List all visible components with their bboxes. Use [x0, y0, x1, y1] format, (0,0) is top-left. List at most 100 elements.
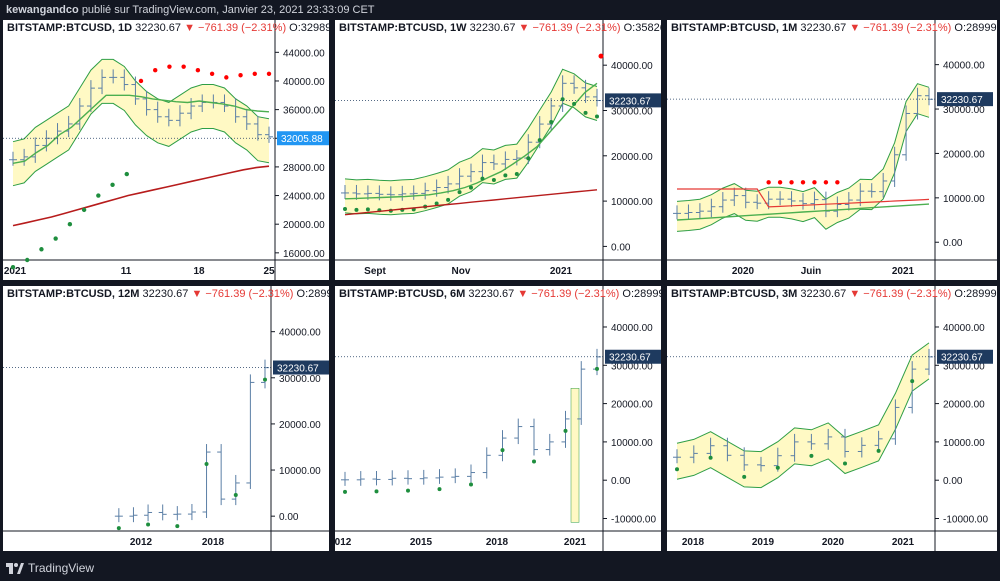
parabolic-sar-dot: [598, 53, 604, 59]
parabolic-sar-dot: [823, 180, 829, 185]
moving-average-line: [344, 82, 598, 200]
price-tag-label: 32230.67: [609, 353, 651, 364]
price-tag: [937, 349, 993, 364]
long-ma-line: [344, 189, 598, 216]
publish-header: kewangandco publié sur TradingView.com, …: [0, 0, 1000, 20]
y-tick-label: 30000.00: [943, 105, 985, 116]
y-tick-label: 10000.00: [611, 438, 653, 449]
y-tick-label: 0.00: [279, 512, 299, 523]
chart-panel-6m[interactable]: 40000.00 30000.00 20000.00 10000.00 0.00 -100…: [335, 286, 661, 551]
tradingview-brand[interactable]: TradingView: [28, 561, 95, 575]
parabolic-sar-dot: [514, 172, 519, 177]
y-tick-label: 20000.00: [283, 220, 325, 231]
band-fill: [570, 388, 580, 523]
price-tag-label: 32005.88: [281, 134, 323, 145]
x-tick-label: 2020: [822, 537, 845, 548]
chart-panel-12m[interactable]: 40000.00 30000.00 20000.00 10000.00 0.00 2012…: [3, 286, 329, 551]
parabolic-sar-dot: [67, 221, 73, 227]
parabolic-sar-dot: [25, 257, 30, 263]
x-tick-label: 2018: [486, 537, 509, 548]
parabolic-sar-dot: [563, 428, 568, 433]
y-tick-label: 24000.00: [283, 192, 325, 203]
parabolic-sar-dot: [457, 190, 462, 195]
y-tick-label: 36000.00: [283, 106, 325, 117]
x-tick-label: 2018: [682, 537, 705, 548]
y-tick-label: 10000.00: [943, 438, 985, 449]
parabolic-sar-dot: [775, 465, 780, 470]
y-tick-label: 10000.00: [279, 466, 321, 477]
parabolic-sar-dot: [266, 71, 272, 77]
parabolic-sar-dot: [526, 156, 531, 161]
parabolic-sar-dot: [175, 524, 180, 529]
y-tick-label: 10000.00: [943, 194, 985, 205]
lower-band-line: [676, 378, 930, 489]
x-tick-label: 25: [263, 266, 275, 277]
y-tick-label: 0.00: [611, 476, 631, 487]
price-tag-label: 32230.67: [941, 353, 983, 364]
price-tag: [277, 131, 329, 146]
chart-panel-3m[interactable]: 40000.00 30000.00 20000.00 10000.00 0.00 -100…: [667, 286, 997, 551]
price-tag-label: 32230.67: [941, 95, 983, 106]
x-tick-label: Nov: [452, 266, 471, 277]
price-tag-label: 32230.67: [277, 364, 319, 375]
x-tick-label: 11: [121, 266, 132, 277]
parabolic-sar-dot: [549, 119, 554, 124]
parabolic-sar-dot: [10, 264, 16, 270]
y-tick-label: 20000.00: [611, 152, 653, 163]
parabolic-sar-dot: [789, 180, 794, 185]
y-tick-label: 40000.00: [943, 323, 985, 334]
x-tick-label: 2015: [410, 537, 433, 548]
x-tick-label: Sept: [364, 266, 386, 277]
chart-panel-1d[interactable]: 44000.0040000.0036000.0032000.0028000.00…: [3, 20, 329, 280]
parabolic-sar-dot: [53, 236, 58, 241]
x-tick-label: 2021: [892, 266, 915, 277]
lower-band-line: [344, 102, 598, 216]
parabolic-sar-dot: [583, 110, 588, 115]
parabolic-sar-dot: [374, 489, 379, 494]
footer-bar: TradingView: [0, 555, 1000, 581]
x-tick-label: Juin: [801, 266, 822, 277]
price-tag: [273, 360, 329, 375]
y-tick-label: 30000.00: [611, 361, 653, 372]
parabolic-sar-dot: [480, 176, 485, 181]
parabolic-sar-dot: [835, 180, 840, 185]
y-tick-label: 20000.00: [279, 420, 321, 431]
author-name[interactable]: kewangandco: [6, 4, 79, 16]
y-tick-label: 0.00: [611, 242, 631, 253]
parabolic-sar-dot: [96, 193, 101, 198]
chart-panel-1m[interactable]: 40000.00 30000.00 20000.00 10000.00 0.00 2020…: [667, 20, 997, 280]
parabolic-sar-dot: [469, 482, 473, 487]
tradingview-logo-icon[interactable]: [6, 561, 24, 575]
band-fill: [13, 59, 269, 186]
parabolic-sar-dot: [503, 173, 508, 178]
price-tag: [605, 349, 661, 364]
band-fill: [677, 83, 929, 232]
parabolic-sar-dot: [595, 114, 599, 119]
x-tick-label: 2019: [752, 537, 775, 548]
y-tick-label: 10000.00: [611, 197, 653, 208]
y-tick-label: 40000.00: [611, 323, 653, 334]
parabolic-sar-dot: [537, 138, 542, 143]
panel-title: BITSTAMP:BTCUSD, 3M 32230.67 ▼ −761.39 (…: [671, 288, 997, 300]
parabolic-sar-dot: [809, 453, 814, 458]
panel-title: BITSTAMP:BTCUSD, 12M 32230.67 ▼ −761.39 …: [7, 288, 329, 300]
publish-info: publié sur TradingView.com, Janvier 23, …: [81, 4, 375, 16]
parabolic-sar-dot: [446, 197, 451, 202]
y-tick-label: 28000.00: [283, 163, 325, 174]
upper-band-line: [676, 342, 930, 453]
parabolic-sar-dot: [560, 97, 565, 102]
chart-svg: 40000.00 30000.00 20000.00 10000.00 0.00 Sept…: [335, 20, 661, 280]
parabolic-sar-dot: [146, 522, 151, 527]
upper-band-line: [676, 83, 930, 202]
parabolic-sar-dot: [876, 448, 881, 453]
y-tick-label: 40000.00: [943, 61, 985, 72]
parabolic-sar-dot: [204, 462, 209, 467]
y-tick-label: 30000.00: [943, 361, 985, 372]
chart-panel-1w[interactable]: 40000.00 30000.00 20000.00 10000.00 0.00 Sept…: [335, 20, 661, 280]
moving-average-line: [12, 94, 270, 164]
parabolic-sar-dot: [209, 71, 215, 77]
parabolic-sar-dot: [491, 177, 496, 182]
parabolic-sar-dot: [195, 68, 201, 73]
parabolic-sar-dot: [153, 68, 158, 73]
parabolic-sar-dot: [181, 64, 186, 69]
